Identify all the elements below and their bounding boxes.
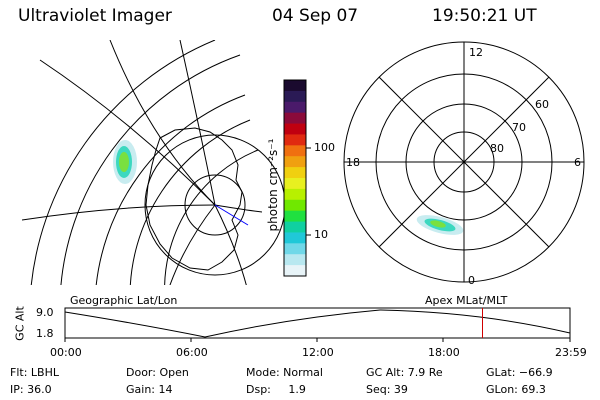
info-seq: Seq: 39 bbox=[366, 383, 408, 396]
timeline-tick-3: 18:00 bbox=[428, 346, 460, 359]
info-filter: Flt: LBHL bbox=[10, 366, 59, 379]
mlt-label-18: 18 bbox=[346, 156, 360, 169]
lat-label-70: 70 bbox=[512, 121, 526, 134]
mlt-label-6: 6 bbox=[574, 156, 581, 169]
colorbar-stripe bbox=[284, 265, 306, 277]
colorbar-stripe bbox=[284, 90, 306, 103]
timeline-tick-0: 00:00 bbox=[50, 346, 82, 359]
colorbar-tick-100: 100 bbox=[314, 141, 335, 154]
mlt-label-0: 0 bbox=[468, 274, 475, 287]
lat-label-80: 80 bbox=[490, 142, 504, 155]
info-ip: IP: 36.0 bbox=[10, 383, 52, 396]
info-gc-alt: GC Alt: 7.9 Re bbox=[366, 366, 443, 379]
info-gain: Gain: 14 bbox=[126, 383, 173, 396]
colorbar-stripe bbox=[284, 199, 306, 212]
timeline-left-caption: Geographic Lat/Lon bbox=[70, 294, 178, 307]
timeline-y-label: GC Alt bbox=[13, 306, 27, 341]
colorbar-stripe bbox=[284, 243, 306, 255]
colorbar-stripe bbox=[284, 221, 306, 233]
colorbar-stripe bbox=[284, 210, 306, 223]
colorbar-stripe bbox=[284, 112, 306, 125]
colorbar-stripe bbox=[284, 156, 306, 168]
mlt-label-12: 12 bbox=[469, 46, 483, 59]
info-door: Door: Open bbox=[126, 366, 189, 379]
info-glon: GLon: 69.3 bbox=[486, 383, 546, 396]
colorbar-stripe bbox=[284, 167, 306, 179]
timeline-tick-4: 23:59 bbox=[555, 346, 587, 359]
colorbar-stripe bbox=[284, 188, 306, 201]
info-mode: Mode: Normal bbox=[246, 366, 323, 379]
timeline-tick-2: 12:00 bbox=[302, 346, 334, 359]
colorbar-stripe bbox=[284, 134, 306, 146]
observation-date: 04 Sep 07 bbox=[272, 6, 359, 26]
timeline-ymax: 9.0 bbox=[36, 306, 54, 319]
info-glat: GLat: −66.9 bbox=[486, 366, 553, 379]
colorbar-tick-10: 10 bbox=[314, 228, 328, 241]
colorbar-stripe bbox=[284, 101, 306, 114]
colorbar-stripe bbox=[284, 80, 306, 92]
antarctica-outline bbox=[145, 127, 243, 271]
colorbar-stripe bbox=[284, 232, 306, 244]
colorbar-stripe bbox=[284, 145, 306, 157]
timeline-right-caption: Apex MLat/MLT bbox=[425, 294, 508, 307]
timeline-tick-1: 06:00 bbox=[176, 346, 208, 359]
colorbar-stripe bbox=[284, 123, 306, 135]
colorbar-stripe bbox=[284, 254, 306, 266]
info-dsp: Dsp: 1.9 bbox=[246, 383, 306, 396]
altitude-curve bbox=[64, 309, 571, 338]
observation-time: 19:50:21 UT bbox=[432, 6, 537, 26]
timeline-ymin: 1.8 bbox=[36, 327, 54, 340]
colorbar bbox=[283, 79, 311, 277]
colorbar-stripe bbox=[284, 178, 306, 190]
instrument-title: Ultraviolet Imager bbox=[18, 6, 172, 26]
lat-label-60: 60 bbox=[535, 98, 549, 111]
